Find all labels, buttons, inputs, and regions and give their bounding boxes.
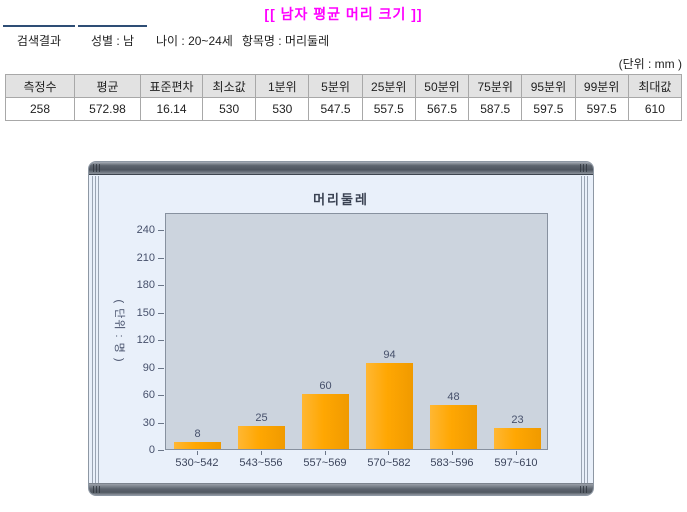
stats-value-cell: 557.5 [361,97,416,121]
x-axis-tick-mark [197,451,198,455]
bar [430,405,477,449]
bar [366,363,413,449]
x-axis-tick-mark [325,451,326,455]
bar [238,426,285,449]
stats-header-cell: 1분위 [255,74,310,98]
bar-value-label: 23 [511,414,524,426]
y-axis-tick-mark [158,285,164,286]
stats-value-cell: 530 [255,97,310,121]
y-axis-tick-label: 210 [136,251,155,264]
x-axis-tick-mark [452,451,453,455]
y-axis-tick-mark [158,450,164,451]
x-axis-tick-mark [261,451,262,455]
y-axis-tick-label: 0 [148,444,155,456]
stats-header-cell: 최대값 [627,74,683,98]
item-name-value: 항목명 : 머리둘레 [241,34,330,48]
stats-header-cell: 99분위 [574,74,629,98]
stats-table-header-row: 측정수 평균 표준편차 최소값 1분위 5분위 25분위 50분위 75분위 95분위 99분위 최대… [5,74,683,98]
y-axis-tick-label: 240 [136,224,155,236]
chart-area: 머리둘레 ( 단위 : 명 ) 8 25 60 94 48 23 0 30 60 90 120 15… [89,175,593,484]
x-axis-tick-mark [388,451,389,455]
bar [302,394,349,449]
stats-header-cell: 측정수 [5,74,75,98]
stats-header-cell: 25분위 [361,74,416,98]
bar-value-label: 60 [319,380,332,392]
stats-value-cell: 587.5 [468,97,523,121]
search-result-bar: 검색결과 성별 : 남 나이 : 20~24세 항목명 : 머리둘레 [3,25,687,49]
y-axis-tick-label: 90 [142,361,155,374]
stats-value-cell: 597.5 [574,97,629,121]
panel-right-ridges [581,176,590,483]
panel-left-ridges [92,176,101,483]
y-axis-tick-mark [158,422,164,424]
stats-header-cell: 최소값 [201,74,257,98]
stats-value-cell: 16.14 [140,97,203,121]
chart-title: 머리둘레 [313,192,369,207]
chart-panel: 머리둘레 ( 단위 : 명 ) 8 25 60 94 48 23 0 30 60 90 120 15… [88,161,594,496]
y-axis-title: ( 단위 : 명 ) [113,299,125,363]
x-axis-label: 530~542 [175,457,219,469]
x-axis-label: 557~569 [303,457,347,469]
stats-value-cell: 610 [627,97,683,121]
x-axis-label: 543~556 [239,457,283,469]
bar-value-label: 94 [383,349,396,361]
x-axis-label: 597~610 [494,457,538,469]
stats-value-cell: 567.5 [414,97,470,121]
panel-top-bar [89,162,593,175]
x-axis-tick-mark [516,451,517,455]
stats-header-cell: 95분위 [521,74,576,98]
bar [494,428,541,449]
y-axis-tick-mark [158,312,164,314]
bar [174,442,221,449]
stats-value-cell: 258 [5,97,75,121]
stats-header-cell: 표준편차 [140,74,203,98]
stats-value-cell: 530 [201,97,257,121]
y-axis-tick-label: 120 [136,334,155,346]
y-axis-tick-label: 30 [142,416,155,429]
y-axis-tick-mark [158,257,164,259]
stats-header-cell: 평균 [74,74,141,98]
y-axis-tick-mark [158,340,164,341]
stats-table-value-row: 258 572.98 16.14 530 530 547.5 557.5 567.5 587.5… [5,97,683,121]
y-axis-tick-label: 180 [136,279,155,291]
search-result-label: 검색결과 [3,25,75,49]
stats-table: 측정수 평균 표준편차 최소값 1분위 5분위 25분위 50분위 75분위 95분위 99분위 최대… [5,74,683,121]
stats-header-cell: 75분위 [468,74,523,98]
stats-value-cell: 597.5 [521,97,576,121]
y-axis-tick-mark [158,230,164,231]
stats-header-cell: 5분위 [308,74,363,98]
page-title: [[ 남자 평균 머리 크기 ]] [264,6,423,22]
y-axis-tick-mark [158,395,164,396]
y-axis-tick-label: 60 [142,389,155,401]
y-axis-tick-label: 150 [136,306,155,319]
unit-note: (단위 : mm ) [618,57,682,71]
x-axis-label: 570~582 [367,457,411,469]
panel-bottom-bar [89,483,593,495]
plot-area: 8 25 60 94 48 23 [165,213,548,450]
stats-header-cell: 50분위 [414,74,470,98]
gender-value: 성별 : 남 [78,25,147,49]
stats-value-cell: 547.5 [308,97,363,121]
y-axis-tick-mark [158,367,164,369]
bar-value-label: 48 [447,391,460,403]
x-axis-label: 583~596 [430,457,474,469]
stats-value-cell: 572.98 [74,97,141,121]
bar-value-label: 8 [194,428,201,440]
age-value: 나이 : 20~24세 [156,34,233,48]
bar-value-label: 25 [255,412,268,424]
